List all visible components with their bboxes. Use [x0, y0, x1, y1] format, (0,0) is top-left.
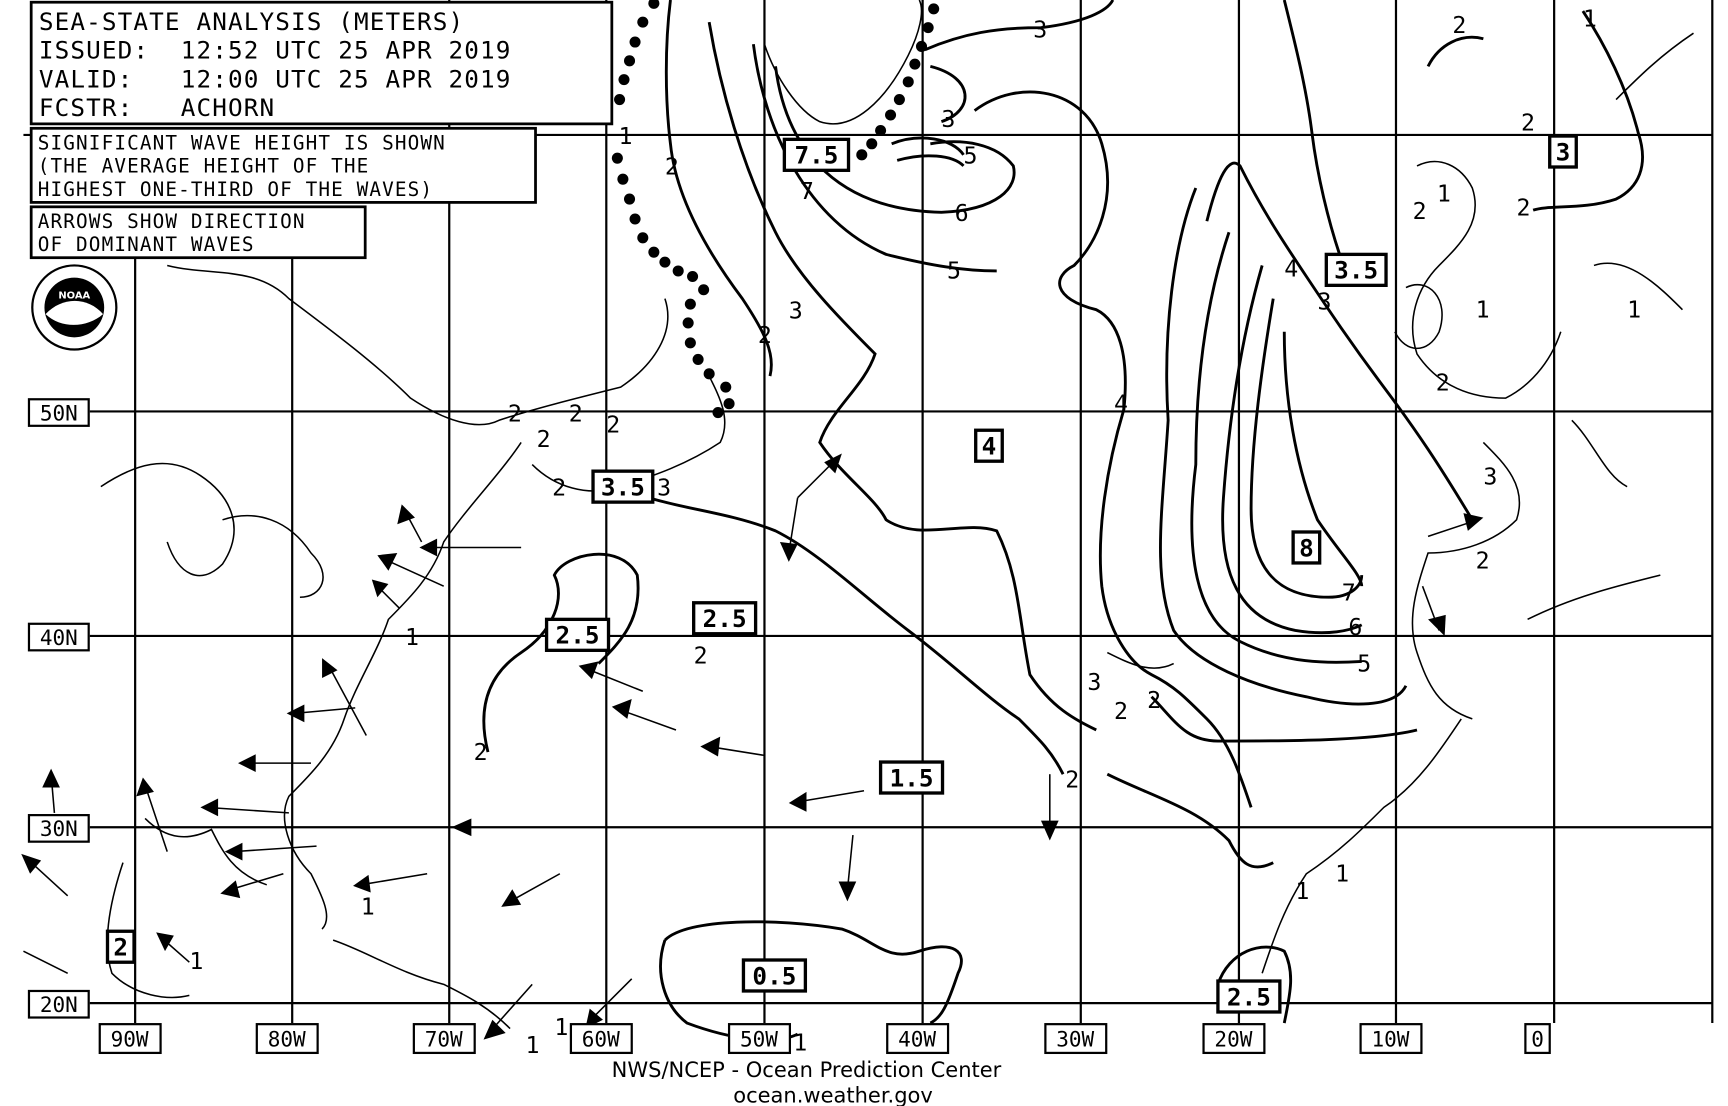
contour-label: 1 [1476, 296, 1490, 323]
contour-label: 2 [569, 400, 583, 427]
contour-label: 1 [189, 948, 203, 975]
min-value: 1.5 [890, 763, 934, 792]
contour-labels: 3 2 1 1 2 2 3 5 6 5 4 7 3 4 3 2 2 1 1 1 … [189, 6, 1641, 1059]
lat-label: 30N [40, 816, 78, 841]
contour-label: 1 [1627, 296, 1641, 323]
contour-label: 5 [964, 143, 978, 170]
lon-label: 70W [425, 1026, 463, 1051]
noaa-logo: NOAA [31, 264, 118, 351]
contour-label: 7 [1342, 580, 1356, 607]
valid-time: VALID: 12:00 UTC 25 APR 2019 [39, 64, 512, 93]
contour-label: 3 [1087, 669, 1101, 696]
contour-label: 1 [1295, 878, 1309, 905]
forecaster: FCSTR: ACHORN [39, 93, 275, 122]
issued-time: ISSUED: 12:52 UTC 25 APR 2019 [39, 36, 512, 65]
lon-label: 20W [1214, 1026, 1252, 1051]
contour-label: 1 [793, 1030, 807, 1057]
contour-label: 2 [474, 739, 488, 766]
lon-label: 30W [1056, 1026, 1094, 1051]
lon-label: 50W [740, 1026, 778, 1051]
contour-label: 2 [606, 411, 620, 438]
contour-label: 2 [694, 643, 708, 670]
min-value: 2.5 [703, 604, 747, 633]
contour-label: 6 [1348, 614, 1362, 641]
arrows-note: ARROWS SHOW DIRECTION OF DOMINANT WAVES [29, 205, 367, 260]
contour-label: 1 [1437, 180, 1451, 207]
contour-label: 2 [1452, 12, 1466, 39]
contour-label: 1 [361, 894, 375, 921]
max-value: 2.5 [1227, 982, 1271, 1011]
note-line: HIGHEST ONE-THIRD OF THE WAVES) [38, 178, 433, 201]
lon-label: 90W [111, 1026, 149, 1051]
logo-text: NOAA [58, 291, 90, 302]
contour-label: 2 [1147, 687, 1161, 714]
lon-label: 10W [1371, 1026, 1409, 1051]
contour-label: 2 [508, 400, 522, 427]
contour-label: 2 [1521, 110, 1535, 137]
contour-label: 3 [941, 106, 955, 133]
footer: NWS/NCEP - Ocean Prediction Center ocean… [612, 1057, 1002, 1106]
chart-title: SEA-STATE ANALYSIS (METERS) [39, 7, 464, 36]
wave-height-note: SIGNIFICANT WAVE HEIGHT IS SHOWN (THE AV… [29, 126, 537, 204]
contour-label: 1 [1335, 860, 1349, 887]
lat-label: 20N [40, 992, 78, 1017]
min-value: 0.5 [752, 961, 796, 990]
contour-label: 2 [1517, 195, 1531, 222]
contour-label: 3 [1483, 463, 1497, 490]
contour-label: 6 [955, 200, 969, 227]
note-line: (THE AVERAGE HEIGHT OF THE [38, 155, 370, 178]
contour-label: 3 [789, 298, 803, 325]
max-value: 7.5 [794, 141, 838, 170]
contour-label: 1 [526, 1032, 540, 1059]
contour-label: 4 [1114, 390, 1128, 417]
boxed-wave-heights: 7.5 3.5 3 4 8 3.5 2.5 2.5 1.5 0.5 2.5 2 [105, 134, 1578, 1014]
contour-label: 1 [1583, 6, 1597, 33]
footer-agency: NWS/NCEP - Ocean Prediction Center [612, 1057, 1002, 1082]
note-line: SIGNIFICANT WAVE HEIGHT IS SHOWN [38, 131, 446, 154]
contour-label: 2 [1413, 198, 1427, 225]
lon-label: 80W [268, 1026, 306, 1051]
wave-height-contours [482, 0, 1644, 1042]
contour-label: 3 [1033, 17, 1047, 44]
lon-label: 40W [898, 1026, 936, 1051]
contour-label: 1 [405, 624, 419, 651]
longitude-labels: 90W 80W 70W 60W 50W 40W 30W 20W 10W 0 [98, 1023, 1551, 1055]
contour-label: 2 [1065, 766, 1079, 793]
contour-label: 2 [537, 426, 551, 453]
lon-label: 0 [1531, 1026, 1544, 1051]
contour-label: 1 [554, 1014, 568, 1041]
contour-label: 2 [758, 322, 772, 349]
contour-label: 2 [1114, 698, 1128, 725]
note-line: OF DOMINANT WAVES [38, 233, 255, 256]
contour-label: 1 [618, 123, 632, 150]
lat-label: 40N [40, 625, 78, 650]
ice-edge [611, 0, 940, 419]
contour-label: 2 [1436, 369, 1450, 396]
max-value: 3 [1556, 137, 1571, 166]
max-value: 3.5 [1334, 256, 1378, 285]
contour-label: 4 [1284, 256, 1298, 283]
max-value: 3.5 [601, 472, 645, 501]
contour-label: 2 [665, 154, 679, 181]
latitude-labels: 50N 40N 30N 20N [27, 398, 90, 1019]
max-value: 2 [113, 933, 128, 962]
contour-label: 3 [657, 474, 671, 501]
contour-label: 3 [1317, 289, 1331, 316]
graticule [23, 0, 1714, 1024]
contour-label: 5 [947, 258, 961, 285]
header-panel: SEA-STATE ANALYSIS (METERS) ISSUED: 12:5… [29, 0, 614, 126]
contour-label: 7 [800, 178, 814, 205]
lat-label: 50N [40, 400, 78, 425]
min-value: 2.5 [556, 621, 600, 650]
contour-label: 5 [1357, 650, 1371, 677]
note-line: ARROWS SHOW DIRECTION [38, 210, 306, 233]
max-value: 4 [982, 432, 997, 461]
lon-label: 60W [582, 1026, 620, 1051]
wave-direction-arrows [21, 453, 1484, 1040]
contour-label: 2 [1476, 547, 1490, 574]
max-value: 8 [1299, 533, 1314, 562]
footer-website: ocean.weather.gov [733, 1083, 933, 1106]
contour-label: 2 [552, 474, 566, 501]
